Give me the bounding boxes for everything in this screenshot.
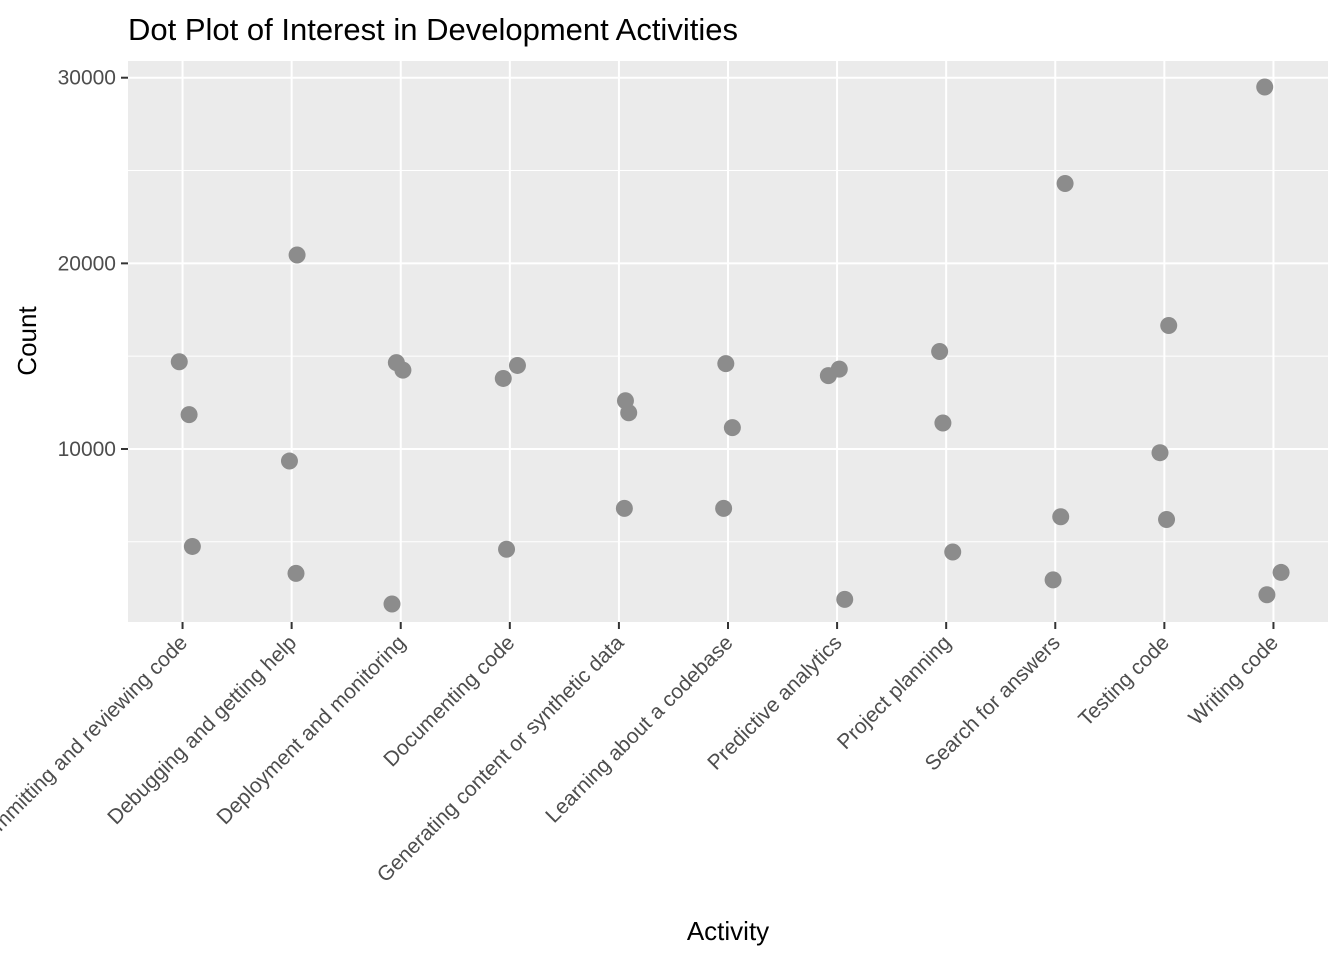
data-point xyxy=(615,499,633,517)
chart-title: Dot Plot of Interest in Development Acti… xyxy=(128,12,738,47)
x-tick-label: Writing code xyxy=(1184,631,1283,730)
data-point xyxy=(508,356,526,374)
data-point xyxy=(1052,508,1070,526)
data-point xyxy=(723,419,741,437)
data-point xyxy=(1056,175,1074,193)
x-tick-label: Testing code xyxy=(1074,631,1174,731)
data-point xyxy=(183,537,201,555)
y-tick-label: 10000 xyxy=(58,438,116,461)
x-tick-label: Generating content or synthetic data xyxy=(373,631,629,887)
data-point xyxy=(1158,511,1176,529)
data-point xyxy=(394,361,412,379)
data-point xyxy=(498,540,516,558)
major-gridlines xyxy=(128,61,1328,622)
data-point xyxy=(934,414,952,432)
data-points xyxy=(170,78,1290,613)
data-point xyxy=(1044,571,1062,589)
data-point xyxy=(1256,78,1274,96)
data-point xyxy=(383,595,401,613)
y-tick-label: 20000 xyxy=(58,252,116,275)
data-point xyxy=(717,355,735,373)
x-tick-label: Learning about a codebase xyxy=(541,631,737,827)
data-point xyxy=(280,452,298,470)
data-point xyxy=(1272,563,1290,581)
y-tick-label: 30000 xyxy=(58,67,116,90)
data-point xyxy=(819,367,837,385)
x-tick-label: Deployment and monitoring xyxy=(212,631,410,829)
data-point xyxy=(494,369,512,387)
data-point xyxy=(931,343,949,361)
data-point xyxy=(1258,586,1276,604)
data-point xyxy=(180,406,198,424)
x-axis-title: Activity xyxy=(687,916,769,946)
data-point xyxy=(715,499,733,517)
x-tick-label: Committing and reviewing code xyxy=(0,631,192,854)
data-point xyxy=(944,543,962,561)
x-tick-label: Debugging and getting help xyxy=(103,631,301,829)
y-axis-title: Count xyxy=(12,306,42,376)
data-point xyxy=(288,246,306,264)
data-point xyxy=(287,564,305,582)
data-point xyxy=(170,353,188,371)
data-point xyxy=(620,404,638,422)
data-point xyxy=(1160,317,1178,335)
x-tick-label: Project planning xyxy=(833,631,956,754)
data-point xyxy=(1151,444,1169,462)
data-point xyxy=(836,590,854,608)
y-axis: 10000 20000 30000 xyxy=(58,67,128,461)
